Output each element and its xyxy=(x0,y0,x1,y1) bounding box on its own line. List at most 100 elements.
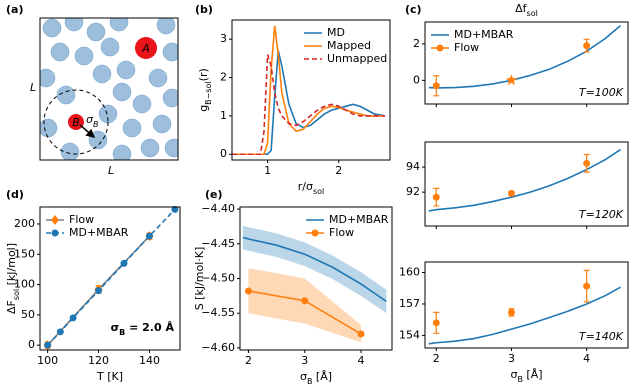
y-tick-label: −4.55 xyxy=(201,306,235,319)
x-tick-label: 140 xyxy=(139,354,160,367)
x-tick-label: 100 xyxy=(37,354,58,367)
sigma-label: σB xyxy=(86,113,98,129)
y-tick-label: 50 xyxy=(21,308,35,321)
series-line xyxy=(242,236,387,303)
y-tick-label: 2 xyxy=(413,37,420,50)
particle xyxy=(42,18,62,38)
plot-area xyxy=(242,225,387,343)
y-tick-label: 150 xyxy=(14,247,35,260)
y-tick-label: −4.45 xyxy=(201,237,235,250)
text-part: σ xyxy=(86,113,94,126)
label-a: A xyxy=(141,42,150,55)
marker xyxy=(432,82,440,90)
particle xyxy=(132,94,152,114)
panel-label: (b) xyxy=(195,3,213,16)
axes-frame xyxy=(239,206,393,351)
particle xyxy=(86,22,106,42)
text-part: σ xyxy=(300,370,307,383)
series-line xyxy=(232,54,386,156)
particle xyxy=(74,46,94,66)
x-axis-label: σB [Å] xyxy=(510,368,542,384)
y-tick-label: 0 xyxy=(220,147,227,160)
y-tick-label: 94 xyxy=(406,160,420,173)
text-part: [Å] xyxy=(523,368,543,381)
plot-area xyxy=(428,148,621,212)
particle xyxy=(56,85,76,105)
particle xyxy=(164,138,178,158)
y-axis-label: S [kJ/mol·K] xyxy=(193,247,206,311)
text-part: (r) xyxy=(197,68,210,81)
band xyxy=(242,225,387,314)
text-part: [kJ/mol] xyxy=(5,243,18,289)
text-part: g xyxy=(197,105,210,112)
marker xyxy=(145,232,153,240)
y-axis-label: gB−sol(r) xyxy=(197,68,213,112)
y-tick-label: 0 xyxy=(413,73,420,86)
series-line xyxy=(428,25,621,89)
particle xyxy=(60,142,80,160)
x-tick-label: 4 xyxy=(358,354,365,367)
x-axis-label: r/σsol xyxy=(298,180,325,196)
marker xyxy=(44,341,52,349)
x-tick-label: 4 xyxy=(583,352,590,365)
plot-area xyxy=(232,25,386,156)
y-tick-label: 1 xyxy=(220,109,227,122)
marker xyxy=(120,259,128,267)
y-tick-label: 2 xyxy=(220,71,227,84)
particle xyxy=(152,114,172,134)
particle xyxy=(148,68,168,88)
y-tick-label: 154 xyxy=(399,328,420,341)
particle xyxy=(122,118,142,138)
text-part: B−sol xyxy=(204,81,213,104)
y-tick-label: 100 xyxy=(14,278,35,291)
legend-label: MD+MBAR xyxy=(69,226,129,239)
particle xyxy=(162,42,178,62)
text-part: B xyxy=(93,120,99,129)
y-tick-label: 200 xyxy=(14,217,35,230)
x-tick-label: 1 xyxy=(264,164,271,177)
legend-label: Flow xyxy=(454,41,479,54)
text-part: = 2.0 Å xyxy=(125,321,174,334)
particle xyxy=(40,68,56,88)
particles xyxy=(40,18,178,160)
text-part: r/σ xyxy=(298,180,313,193)
text-part: sol xyxy=(12,289,21,300)
marker xyxy=(583,282,591,290)
particle-a xyxy=(135,37,157,59)
marker xyxy=(583,42,591,50)
band xyxy=(248,268,362,343)
axes-frame xyxy=(424,141,629,227)
text-part: B xyxy=(119,328,125,337)
y-tick-label: −4.40 xyxy=(201,202,235,215)
marker xyxy=(432,319,440,327)
annotation: T=120K xyxy=(579,208,624,221)
x-tick-label: 3 xyxy=(301,354,308,367)
x-tick-label: 120 xyxy=(88,354,109,367)
x-tick-label: 2 xyxy=(245,354,252,367)
marker xyxy=(357,330,365,338)
particle xyxy=(50,42,70,62)
marker xyxy=(69,314,77,322)
marker xyxy=(301,297,309,305)
particle xyxy=(64,18,84,32)
y-tick-label: 160 xyxy=(399,265,420,278)
marker xyxy=(583,159,591,167)
axes-frame xyxy=(424,21,629,105)
length-label: L xyxy=(108,164,114,177)
particle xyxy=(112,82,132,102)
axes-frame xyxy=(424,261,629,349)
axes-frame xyxy=(231,19,391,161)
series-line xyxy=(232,50,386,156)
particle xyxy=(109,18,129,32)
x-tick-label: 3 xyxy=(508,352,515,365)
legend-label: MD+MBAR xyxy=(329,213,389,226)
text-part: B xyxy=(307,377,313,386)
text-part: S [kJ/mol·K] xyxy=(193,247,206,311)
x-axis-label: σB [Å] xyxy=(300,370,332,386)
particle xyxy=(100,37,120,57)
marker xyxy=(507,189,515,197)
text-part: σ xyxy=(510,368,517,381)
text-part: Δf xyxy=(515,2,528,15)
marker xyxy=(436,44,444,52)
